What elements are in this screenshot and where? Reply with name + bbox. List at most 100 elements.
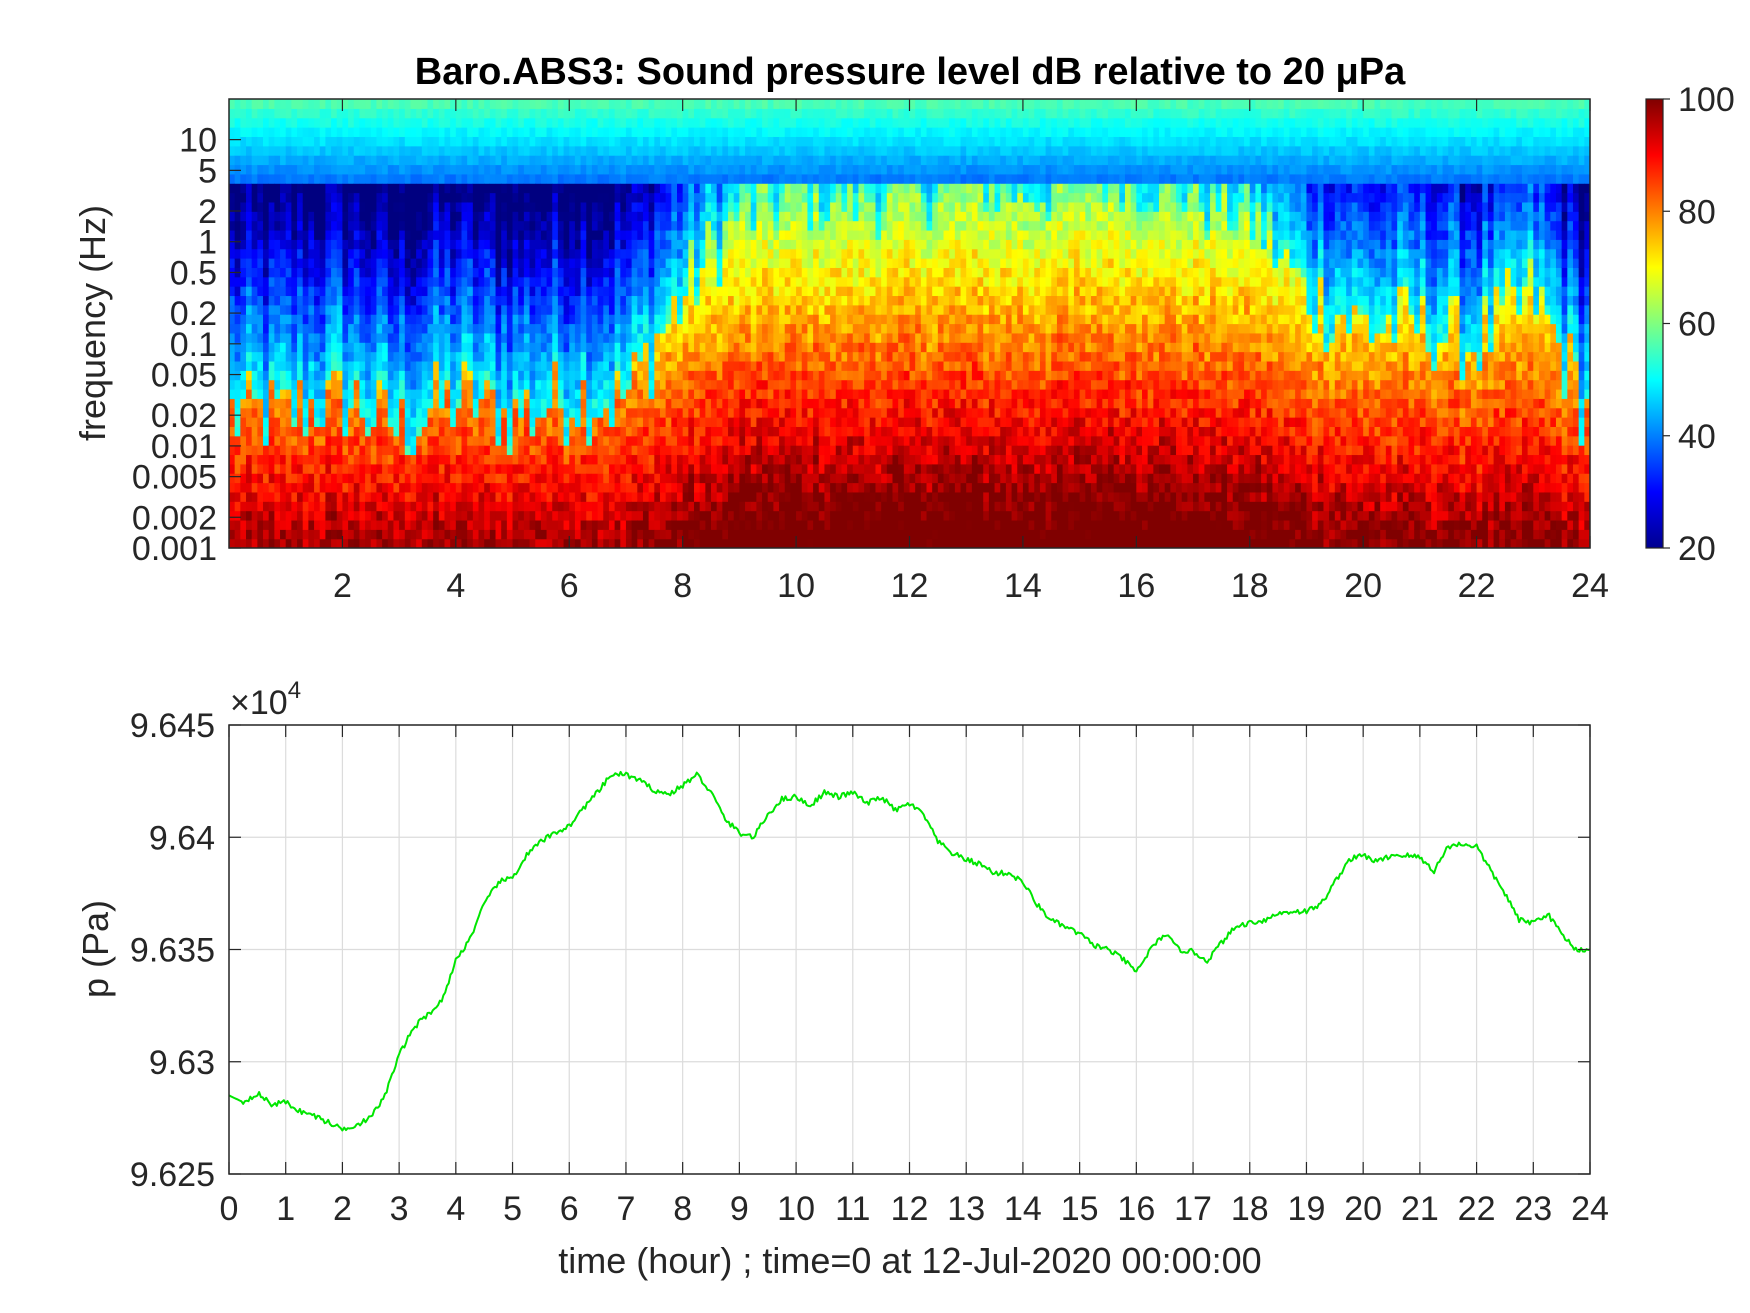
heatmap-cell: [586, 519, 593, 530]
heatmap-cell: [433, 164, 440, 175]
heatmap-cell: [348, 286, 355, 297]
heatmap-cell: [665, 454, 672, 465]
heatmap-cell: [251, 136, 258, 147]
heatmap-cell: [773, 388, 780, 399]
heatmap-cell: [586, 117, 593, 128]
heatmap-cell: [353, 473, 361, 484]
heatmap-cell: [648, 370, 655, 381]
heatmap-cell: [302, 323, 309, 334]
heatmap-cell: [711, 239, 718, 250]
heatmap-cell: [671, 276, 678, 287]
heatmap-cell: [501, 435, 508, 446]
heatmap-cell: [433, 314, 440, 325]
heatmap-cell: [654, 99, 661, 109]
heatmap-cell: [393, 463, 400, 474]
heatmap-cell: [767, 127, 774, 138]
heatmap-cell: [257, 417, 264, 427]
heatmap-cell: [268, 304, 275, 315]
heatmap-cell: [750, 314, 757, 325]
heatmap-cell: [637, 201, 644, 212]
heatmap-cell: [614, 276, 621, 287]
heatmap-cell: [325, 501, 332, 512]
heatmap-cell: [359, 501, 366, 512]
heatmap-cell: [489, 463, 497, 474]
heatmap-cell: [762, 445, 769, 456]
heatmap-cell: [478, 482, 485, 493]
heatmap-cell: [427, 136, 434, 147]
heatmap-cell: [387, 510, 395, 521]
heatmap-cell: [716, 454, 723, 465]
heatmap-cell: [268, 323, 275, 334]
heatmap-cell: [586, 491, 593, 502]
heatmap-cell: [671, 192, 678, 203]
heatmap-cell: [546, 145, 553, 156]
heatmap-cell: [393, 164, 400, 175]
heatmap-cell: [421, 454, 429, 465]
heatmap-cell: [637, 351, 644, 362]
heatmap-cell: [591, 529, 599, 540]
heatmap-cell: [506, 295, 514, 306]
heatmap-cell: [688, 435, 695, 446]
heatmap-cell: [280, 155, 287, 166]
heatmap-cell: [716, 211, 723, 222]
heatmap-cell: [569, 454, 576, 465]
heatmap-cell: [240, 529, 247, 540]
heatmap-cell: [438, 145, 446, 156]
heatmap-cell: [677, 501, 684, 512]
heatmap-cell: [603, 286, 610, 297]
heatmap-cell: [484, 473, 491, 484]
heatmap-cell: [603, 360, 610, 371]
heatmap-cell: [540, 211, 548, 222]
heatmap-cell: [455, 183, 463, 194]
heatmap-cell: [586, 229, 593, 240]
heatmap-cell: [756, 276, 763, 287]
heatmap-cell: [421, 482, 429, 493]
heatmap-cell: [484, 108, 491, 119]
heatmap-cell: [750, 519, 757, 530]
heatmap-cell: [779, 145, 786, 156]
heatmap-cell: [818, 529, 826, 540]
heatmap-cell: [336, 332, 344, 343]
heatmap-cell: [331, 510, 338, 521]
heatmap-cell: [807, 370, 814, 381]
heatmap-cell: [484, 117, 491, 128]
heatmap-cell: [410, 117, 417, 128]
heatmap-cell: [535, 454, 542, 465]
heatmap-cell: [733, 295, 740, 306]
heatmap-cell: [399, 304, 406, 315]
heatmap-cell: [694, 473, 701, 484]
heatmap-cell: [501, 220, 508, 231]
heatmap-cell: [642, 192, 650, 203]
heatmap-cell: [382, 501, 389, 512]
heatmap-cell: [529, 491, 536, 502]
heatmap-cell: [416, 454, 423, 465]
heatmap-cell: [484, 323, 491, 334]
heatmap-cell: [546, 379, 553, 390]
heatmap-cell: [677, 136, 684, 147]
heatmap-cell: [535, 304, 542, 315]
heatmap-cell: [382, 248, 389, 259]
heatmap-cell: [665, 267, 672, 278]
heatmap-cell: [455, 482, 463, 493]
heatmap-cell: [433, 519, 440, 530]
heatmap-cell: [784, 454, 792, 465]
heatmap-cell: [512, 473, 519, 484]
heatmap-cell: [495, 145, 502, 156]
heatmap-cell: [506, 211, 514, 222]
heatmap-cell: [489, 426, 497, 437]
heatmap-cell: [274, 332, 281, 343]
heatmap-cell: [625, 529, 633, 540]
heatmap-cell: [291, 164, 298, 175]
heatmap-cell: [353, 388, 361, 399]
heatmap-cell: [603, 229, 610, 240]
heatmap-cell: [404, 519, 412, 530]
heatmap-cell: [387, 183, 395, 194]
heatmap-cell: [342, 370, 349, 381]
heatmap-cell: [762, 473, 769, 484]
heatmap-cell: [705, 351, 712, 362]
heatmap-cell: [336, 473, 344, 484]
heatmap-cell: [597, 173, 604, 184]
heatmap-cell: [603, 145, 610, 156]
heatmap-cell: [745, 304, 752, 315]
heatmap-cell: [478, 332, 485, 343]
